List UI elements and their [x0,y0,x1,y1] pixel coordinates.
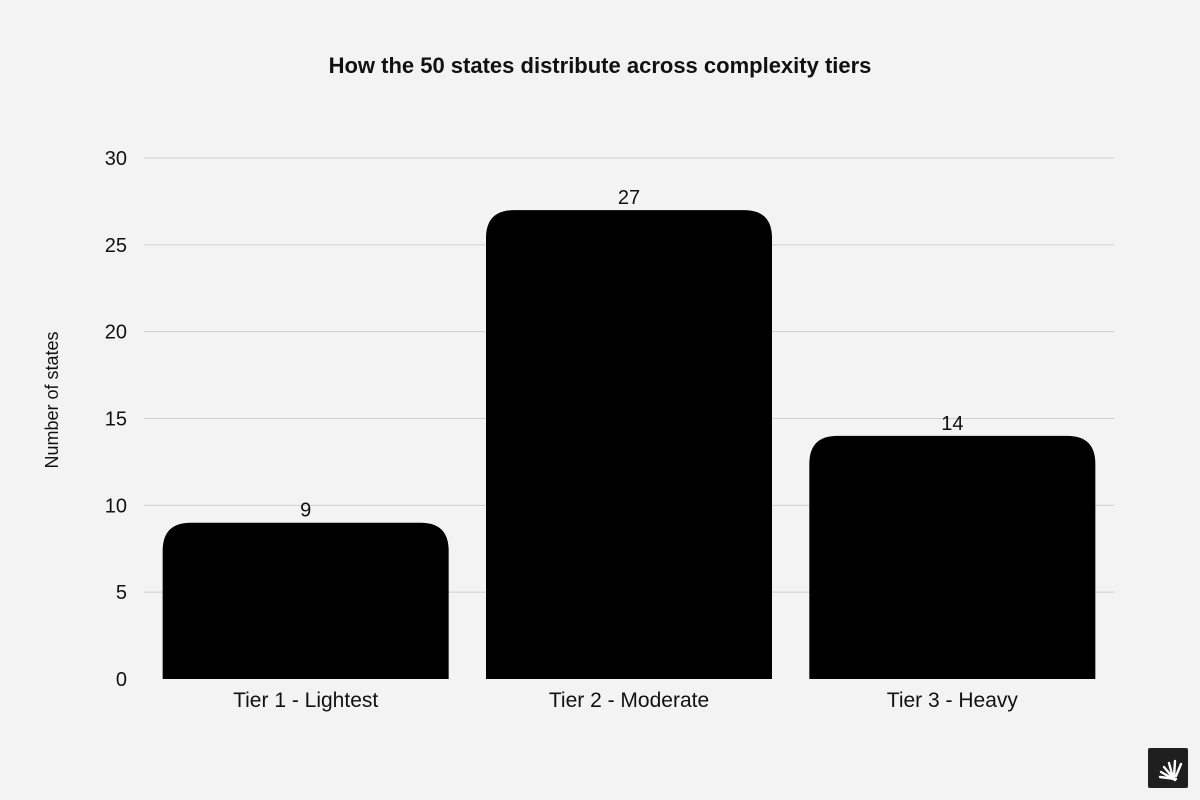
bar-1 [162,522,449,679]
y-tick-label: 30 [105,148,127,170]
y-tick-label: 5 [116,582,127,604]
x-axis-ticks: Tier 1 - Lightest Tier 2 - Moderate Tier 3… [233,689,1018,712]
y-tick-label: 20 [105,322,127,344]
data-labels: 9 27 14 [300,187,963,522]
bar-2 [486,210,772,679]
y-axis-ticks: 0 5 10 15 20 25 30 [105,148,127,691]
bars [162,210,1096,679]
y-tick-label: 10 [105,495,127,517]
bar-3 [809,435,1096,679]
y-tick-label: 0 [116,669,127,691]
y-tick-label: 15 [105,409,127,431]
brand-logo [1148,748,1188,788]
sunburst-logo-icon [1158,759,1183,782]
y-tick-label: 25 [105,235,127,257]
data-label-2: 27 [618,187,640,209]
data-label-1: 9 [300,500,311,522]
y-axis-label: Number of states [42,331,62,468]
chart-title: How the 50 states distribute across comp… [329,53,872,78]
data-label-3: 14 [941,413,963,435]
x-tick-label-3: Tier 3 - Heavy [887,689,1019,712]
x-tick-label-1: Tier 1 - Lightest [233,689,378,712]
x-tick-label-2: Tier 2 - Moderate [549,689,709,712]
